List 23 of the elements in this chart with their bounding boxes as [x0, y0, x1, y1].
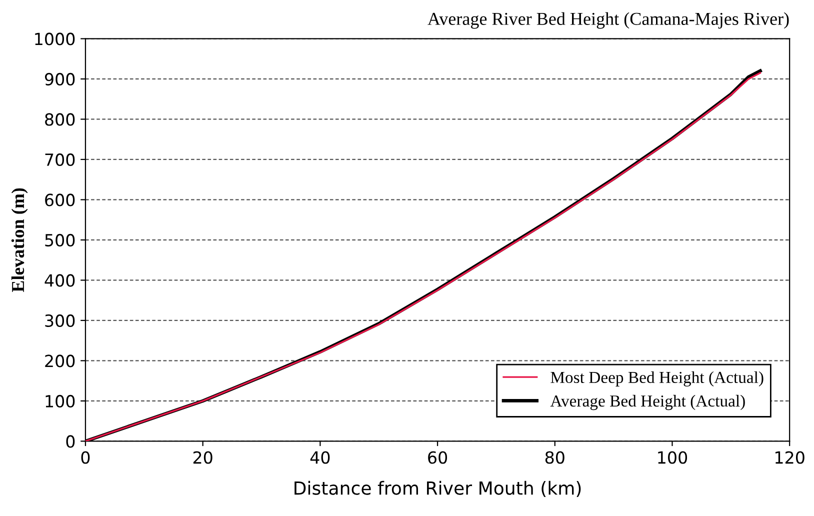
x-tick-label: 20 — [193, 451, 212, 464]
y-tick-label: 400 — [44, 274, 75, 287]
y-tick-label: 1000 — [35, 32, 75, 46]
y-tick-label: 800 — [45, 113, 75, 126]
x-tick-label: 40 — [310, 451, 330, 464]
y-tick-label: 700 — [45, 153, 75, 166]
y-axis-title: Elevation (m) — [11, 188, 28, 292]
y-tick-label: 0 — [66, 435, 75, 448]
x-tick-label: 100 — [658, 451, 688, 464]
x-axis-title: Distance from River Mouth (km) — [294, 480, 581, 498]
y-tick-label: 900 — [44, 72, 75, 86]
x-tick-label: 80 — [545, 451, 564, 464]
chart-title: Average River Bed Height (Camana-Majes River) — [428, 12, 789, 29]
x-tick-label: 0 — [81, 451, 90, 464]
x-tick-label: 120 — [776, 451, 804, 464]
y-tick-label: 100 — [46, 394, 75, 408]
y-tick-label: 600 — [45, 194, 75, 206]
y-tick-label: 500 — [45, 234, 75, 247]
legend-label: Most Deep Bed Height (Actual) — [550, 371, 764, 386]
x-tick-label: 60 — [428, 451, 448, 464]
legend-label: Average Bed Height (Actual) — [550, 394, 745, 410]
y-tick-label: 200 — [45, 354, 75, 368]
y-tick-label: 300 — [45, 314, 75, 328]
